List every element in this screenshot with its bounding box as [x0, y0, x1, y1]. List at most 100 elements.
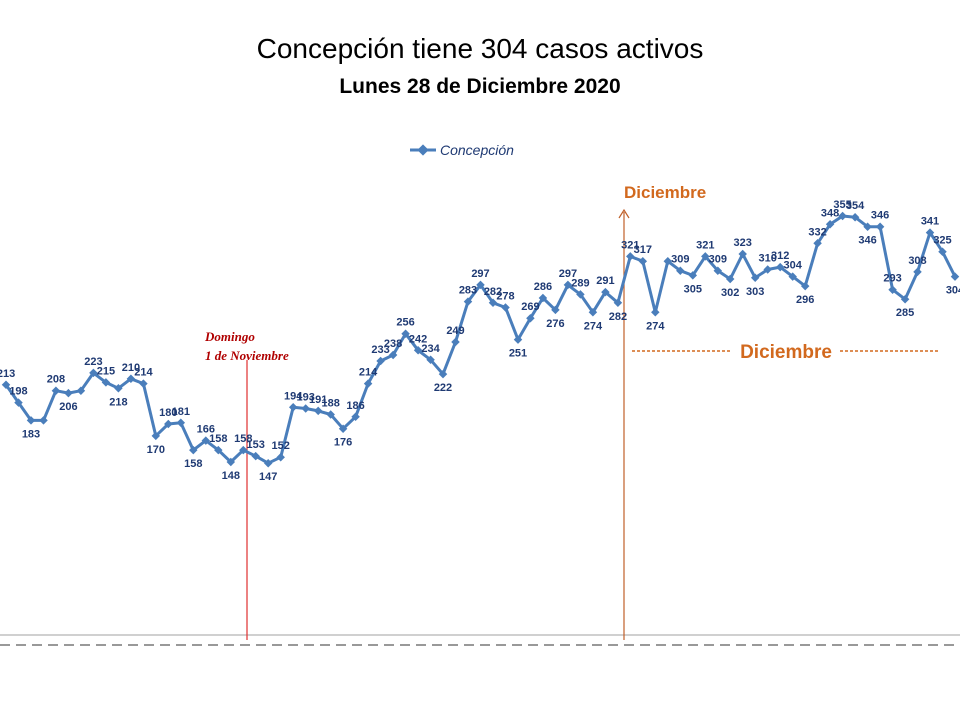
data-label: 193 — [297, 392, 315, 404]
data-label: 148 — [222, 470, 240, 482]
data-label: 166 — [197, 424, 215, 436]
data-label: 188 — [322, 398, 340, 410]
data-label: 214 — [134, 367, 153, 379]
data-label: 278 — [496, 291, 514, 303]
data-label: 289 — [571, 277, 589, 289]
data-point — [313, 406, 323, 416]
data-label: 206 — [59, 401, 77, 413]
chart-subtitle: Lunes 28 de Diciembre 2020 — [339, 75, 620, 98]
data-label: 242 — [409, 333, 427, 345]
data-point — [251, 451, 260, 461]
data-label: 285 — [896, 307, 914, 319]
data-point — [388, 350, 398, 360]
data-point — [538, 293, 548, 303]
data-label: 332 — [808, 226, 826, 238]
data-label: 305 — [684, 283, 702, 295]
data-label: 269 — [521, 301, 539, 313]
data-point — [488, 298, 498, 308]
december-marker-arrow — [618, 208, 630, 219]
data-point — [401, 329, 410, 338]
data-point — [501, 303, 510, 312]
data-label: 276 — [546, 318, 564, 330]
data-point — [601, 287, 610, 297]
chart-title: Concepción tiene 304 casos activos — [257, 33, 704, 64]
data-point — [338, 424, 348, 433]
data-label: 321 — [621, 239, 639, 251]
data-label: 215 — [97, 365, 115, 377]
data-label: 234 — [421, 343, 440, 355]
data-point — [413, 346, 423, 355]
data-label: 325 — [933, 235, 951, 247]
data-label: 309 — [671, 254, 689, 266]
data-point — [139, 379, 148, 388]
data-label: 296 — [796, 294, 814, 306]
data-point — [114, 384, 123, 393]
data-point — [563, 280, 573, 290]
data-point — [900, 294, 910, 304]
data-point — [426, 355, 435, 365]
data-point — [451, 337, 460, 347]
data-point — [788, 272, 797, 281]
data-point — [263, 458, 273, 468]
data-point — [51, 386, 61, 395]
data-label: 304 — [946, 285, 960, 297]
data-label: 256 — [396, 317, 414, 329]
data-label: 152 — [272, 440, 290, 452]
data-point — [638, 256, 648, 266]
data-label: 286 — [534, 281, 552, 293]
data-point — [26, 416, 36, 425]
data-label: 310 — [759, 253, 777, 265]
december-annotation-top: Diciembre — [624, 183, 706, 202]
series-concepcion: 2131981832082062232152182102141701801811… — [0, 199, 960, 483]
data-point — [176, 418, 186, 428]
data-point — [438, 369, 448, 379]
data-label: 348 — [821, 207, 839, 219]
data-point — [725, 274, 735, 284]
data-label: 213 — [0, 368, 15, 380]
data-label: 317 — [634, 244, 652, 256]
data-point — [613, 298, 623, 308]
data-label: 274 — [584, 320, 603, 332]
legend: Concepción — [410, 142, 514, 158]
data-point — [151, 431, 161, 441]
data-point — [526, 313, 535, 323]
data-label: 293 — [883, 273, 901, 285]
data-point — [750, 273, 760, 283]
data-label: 308 — [908, 255, 926, 267]
data-label: 218 — [109, 396, 127, 408]
data-label: 238 — [384, 338, 402, 350]
data-label: 297 — [471, 268, 489, 280]
data-point — [189, 445, 198, 455]
data-label: 191 — [309, 394, 327, 406]
data-point — [800, 281, 810, 291]
data-label: 354 — [846, 200, 865, 212]
data-point — [763, 265, 772, 274]
data-label: 198 — [9, 386, 27, 398]
data-point — [676, 266, 685, 275]
data-label: 346 — [858, 235, 876, 247]
data-point — [14, 398, 23, 407]
data-point — [476, 280, 485, 290]
legend-label: Concepción — [440, 142, 514, 158]
data-label: 170 — [147, 444, 165, 456]
data-label: 291 — [596, 275, 614, 287]
data-point — [164, 419, 173, 429]
data-label: 304 — [784, 260, 803, 272]
data-point — [775, 262, 785, 272]
data-point — [326, 410, 335, 419]
data-point — [351, 412, 360, 422]
data-point — [513, 335, 523, 344]
data-point — [663, 256, 673, 266]
data-point — [214, 445, 223, 455]
data-point — [76, 386, 86, 395]
data-point — [288, 403, 298, 412]
data-point — [126, 374, 136, 384]
data-label: 321 — [696, 239, 714, 251]
data-point — [226, 457, 236, 467]
data-point — [651, 308, 660, 317]
data-label: 223 — [84, 356, 102, 368]
data-label: 208 — [47, 374, 65, 386]
data-label: 147 — [259, 471, 277, 483]
data-point — [1, 380, 11, 390]
data-point — [888, 285, 897, 294]
